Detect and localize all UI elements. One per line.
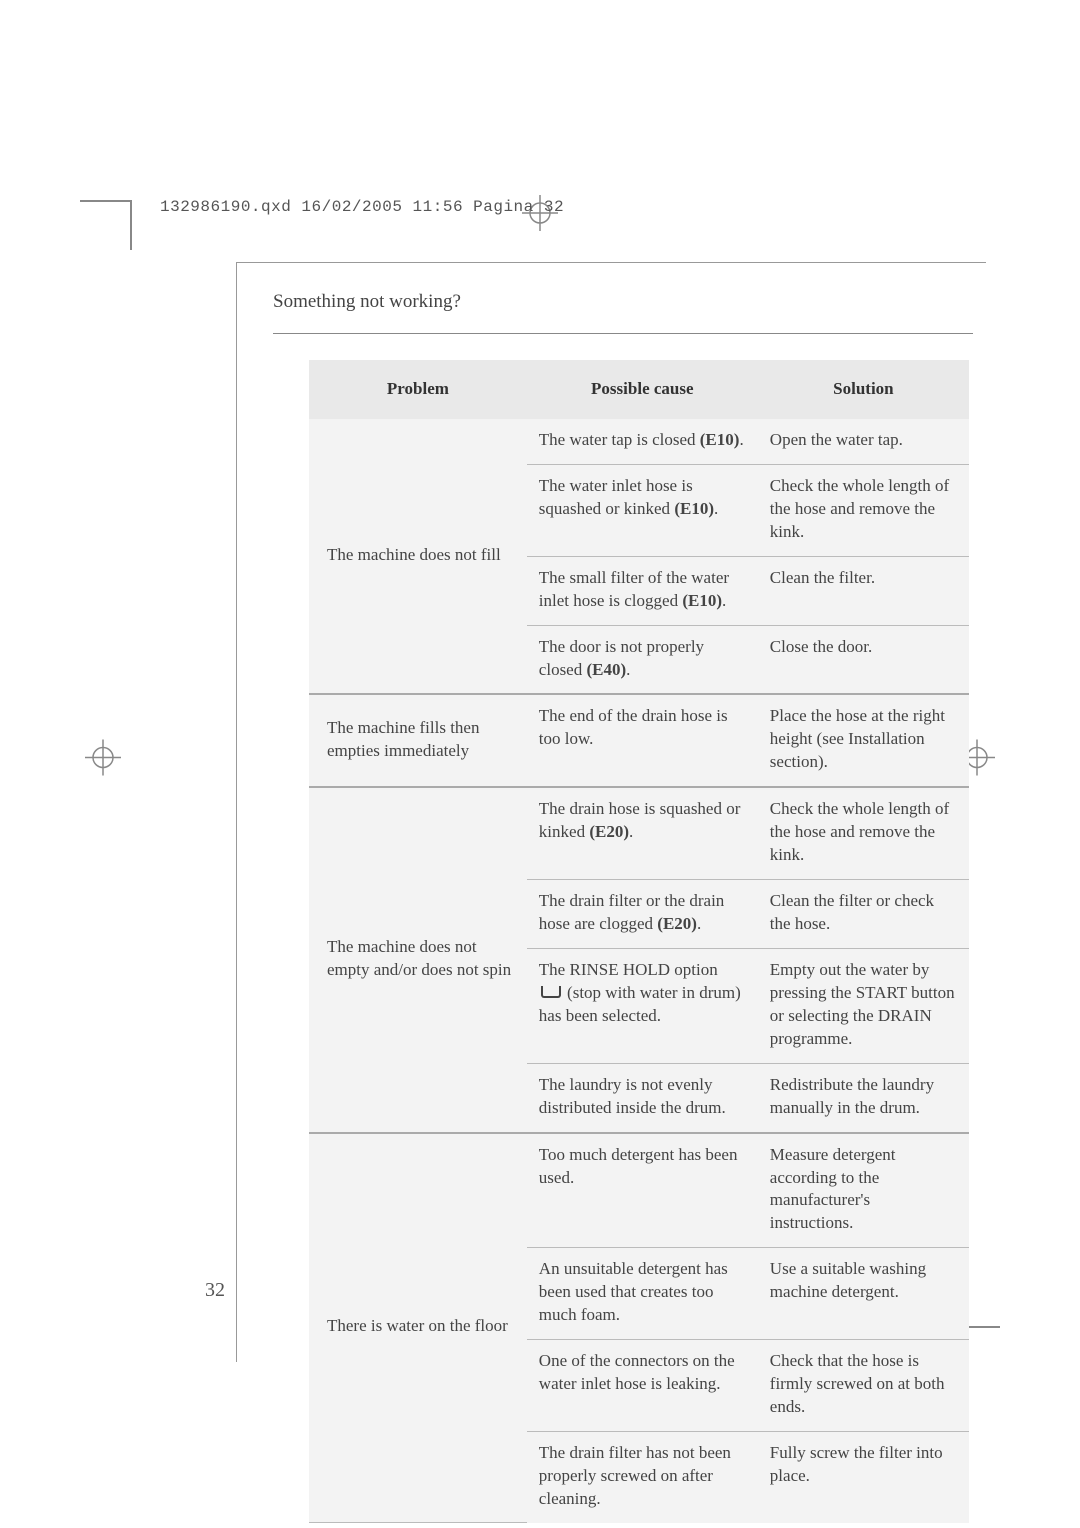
cause-text-post: . — [626, 660, 630, 679]
rinse-hold-icon — [541, 986, 561, 998]
cause-text: Too much detergent has been used. — [539, 1145, 738, 1187]
solution-cell: Open the water tap. — [758, 419, 969, 464]
horizontal-rule — [273, 333, 973, 334]
solution-cell: Empty out the water by pressing the STAR… — [758, 948, 969, 1063]
error-code: (E10) — [682, 591, 722, 610]
cause-cell: The drain filter has not been properly s… — [527, 1431, 758, 1522]
troubleshooting-table-wrap: Problem Possible cause Solution The mach… — [309, 360, 969, 1523]
error-code: (E10) — [674, 499, 714, 518]
solution-cell: Place the hose at the right height (see … — [758, 694, 969, 787]
solution-cell: Check the whole length of the hose and r… — [758, 787, 969, 879]
cause-cell: The RINSE HOLD option (stop with water i… — [527, 948, 758, 1063]
col-header-solution: Solution — [758, 360, 969, 419]
registration-mark-icon — [85, 740, 121, 781]
cause-cell: The laundry is not evenly distributed in… — [527, 1063, 758, 1132]
solution-cell: Fully screw the filter into place. — [758, 1431, 969, 1522]
table-row: The machine does not empty and/or does n… — [309, 787, 969, 879]
cause-text: One of the connectors on the water inlet… — [539, 1351, 735, 1393]
cause-text: The end of the drain hose is too low. — [539, 706, 728, 748]
cause-cell: The water inlet hose is squashed or kink… — [527, 464, 758, 556]
cause-cell: One of the connectors on the water inlet… — [527, 1340, 758, 1432]
cause-cell: The end of the drain hose is too low. — [527, 694, 758, 787]
cause-text-post: . — [739, 430, 743, 449]
cause-cell: The door is not properly closed (E40). — [527, 625, 758, 694]
table-header-row: Problem Possible cause Solution — [309, 360, 969, 419]
cause-cell: The drain filter or the drain hose are c… — [527, 880, 758, 949]
solution-cell: Clean the filter or check the hose. — [758, 880, 969, 949]
table-row: The machine does not fillThe water tap i… — [309, 419, 969, 464]
problem-cell: The machine does not empty and/or does n… — [309, 787, 527, 1132]
error-code: (E20) — [657, 914, 697, 933]
solution-cell: Clean the filter. — [758, 556, 969, 625]
cause-text: The water tap is closed — [539, 430, 700, 449]
table-row: The machine fills then empties immediate… — [309, 694, 969, 787]
col-header-problem: Problem — [309, 360, 527, 419]
cause-cell: The drain hose is squashed or kinked (E2… — [527, 787, 758, 879]
table-body: The machine does not fillThe water tap i… — [309, 419, 969, 1523]
troubleshooting-table: Problem Possible cause Solution The mach… — [309, 360, 969, 1523]
cause-text-post: . — [629, 822, 633, 841]
cause-text: The laundry is not evenly distributed in… — [539, 1075, 726, 1117]
crop-mark — [130, 200, 132, 250]
error-code: (E10) — [700, 430, 740, 449]
content-frame: Something not working? Problem Possible … — [236, 262, 986, 1362]
page-number: 32 — [205, 1279, 225, 1302]
cause-cell: Too much detergent has been used. — [527, 1133, 758, 1248]
crop-mark — [80, 200, 130, 202]
error-code: (E20) — [589, 822, 629, 841]
cause-cell: An unsuitable detergent has been used th… — [527, 1248, 758, 1340]
solution-cell: Redistribute the laundry manually in the… — [758, 1063, 969, 1132]
cause-text: The drain hose is squashed or kinked — [539, 799, 741, 841]
cause-text-post: . — [714, 499, 718, 518]
solution-cell: Measure detergent according to the manuf… — [758, 1133, 969, 1248]
problem-cell: The machine fills then empties immediate… — [309, 694, 527, 787]
cause-text-post: (stop with water in drum) has been selec… — [539, 983, 741, 1025]
cause-text-post: . — [722, 591, 726, 610]
cause-text: The water inlet hose is squashed or kink… — [539, 476, 693, 518]
solution-cell: Close the door. — [758, 625, 969, 694]
document-page: 132986190.qxd 16/02/2005 11:56 Pagina 32… — [0, 0, 1080, 1528]
solution-cell: Check the whole length of the hose and r… — [758, 464, 969, 556]
col-header-cause: Possible cause — [527, 360, 758, 419]
problem-cell: The machine does not fill — [309, 419, 527, 695]
solution-cell: Use a suitable washing machine detergent… — [758, 1248, 969, 1340]
cause-cell: The water tap is closed (E10). — [527, 419, 758, 464]
cause-text: The drain filter has not been properly s… — [539, 1443, 731, 1508]
solution-cell: Check that the hose is firmly screwed on… — [758, 1340, 969, 1432]
error-code: (E40) — [586, 660, 626, 679]
cause-text-post: . — [697, 914, 701, 933]
print-slug: 132986190.qxd 16/02/2005 11:56 Pagina 32 — [160, 198, 564, 216]
table-row: There is water on the floorToo much dete… — [309, 1133, 969, 1248]
section-title: Something not working? — [237, 263, 986, 323]
cause-cell: The small filter of the water inlet hose… — [527, 556, 758, 625]
problem-cell: There is water on the floor — [309, 1133, 527, 1523]
cause-text: The RINSE HOLD option — [539, 960, 718, 979]
cause-text: An unsuitable detergent has been used th… — [539, 1259, 728, 1324]
